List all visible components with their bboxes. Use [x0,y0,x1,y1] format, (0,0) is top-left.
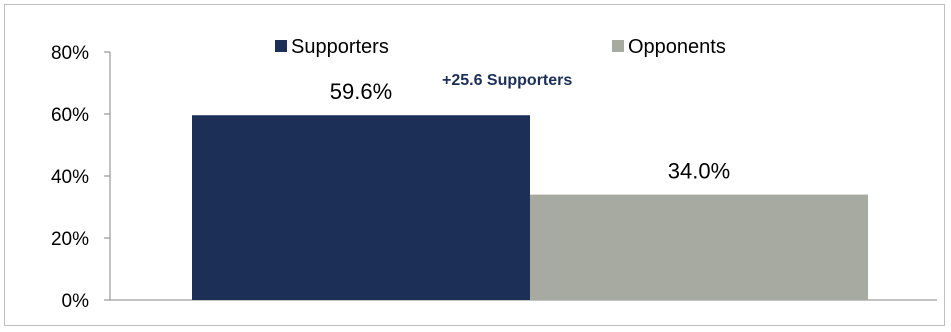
y-ticks: 0% 20% 40% 60% 80% [51,43,110,312]
legend-label-supporters: Supporters [291,36,389,58]
data-label-opponents: 34.0% [668,159,730,184]
legend-swatch-supporters [275,40,287,52]
data-labels: 59.6% 34.0% [330,79,730,183]
y-tick-label: 0% [62,291,90,312]
y-tick-label: 60% [51,105,89,126]
bars [192,115,868,301]
legend: Supporters Opponents [275,36,726,58]
y-tick-label: 20% [51,229,89,250]
difference-annotation: +25.6 Supporters [442,72,572,89]
bar-supporters [192,115,530,301]
legend-label-opponents: Opponents [628,36,726,58]
data-label-supporters: 59.6% [330,79,392,104]
y-tick-label: 40% [51,167,89,188]
bar-opponents [530,194,868,300]
legend-swatch-opponents [612,40,624,52]
y-tick-label: 80% [51,43,89,64]
